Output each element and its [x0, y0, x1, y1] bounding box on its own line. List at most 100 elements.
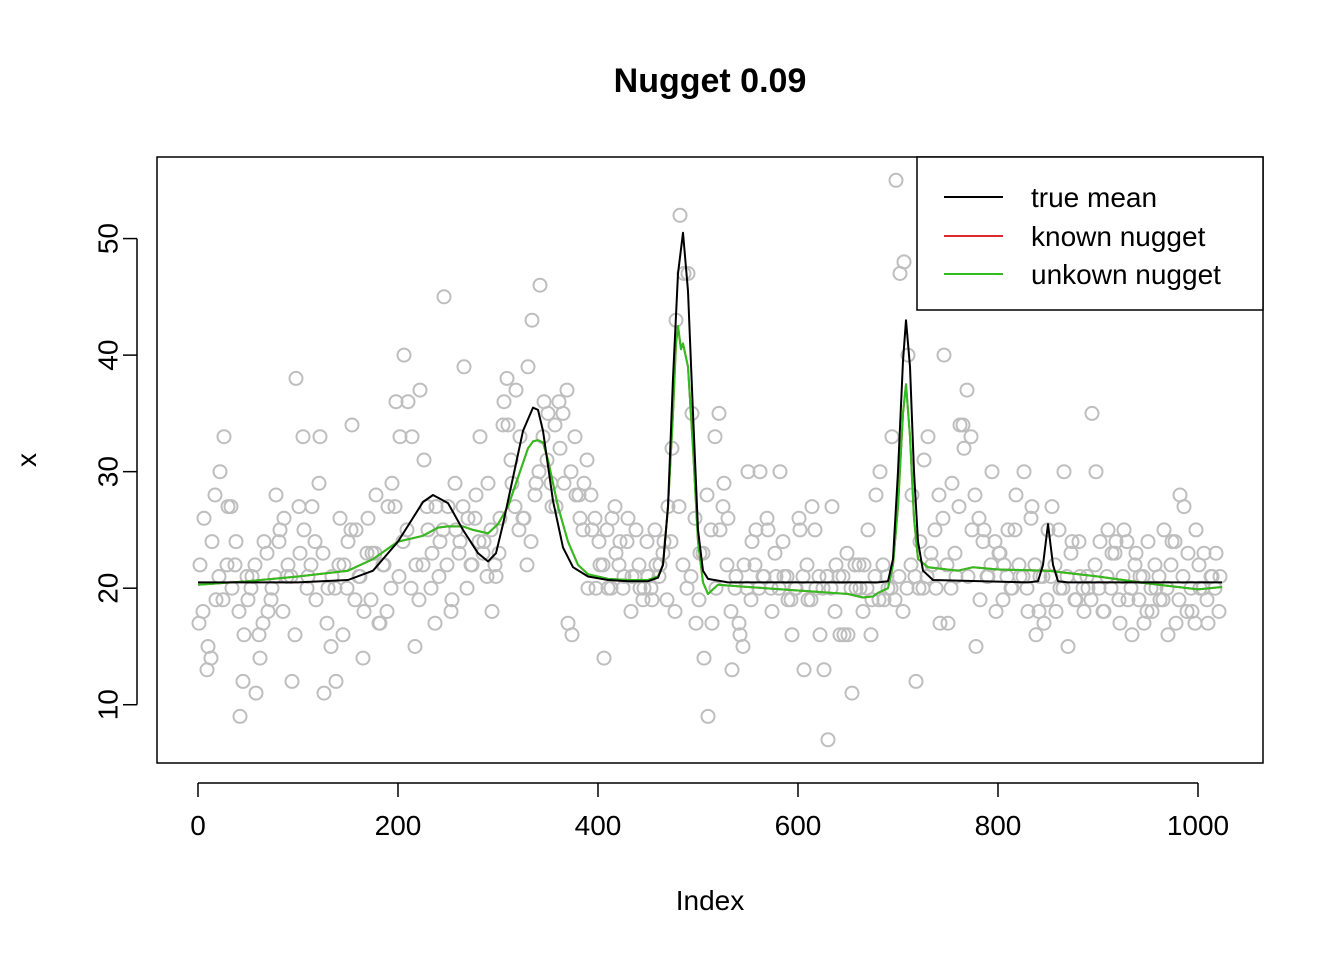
data-point	[271, 534, 287, 550]
data-point	[700, 708, 716, 724]
data-point	[884, 429, 900, 445]
data-point	[555, 405, 571, 421]
data-point	[784, 627, 800, 643]
data-point	[651, 569, 667, 584]
data-point	[612, 534, 628, 550]
data-point	[416, 452, 432, 468]
legend-label-known-nugget: known nugget	[1031, 221, 1206, 252]
data-point	[268, 487, 284, 503]
data-point	[235, 673, 251, 689]
data-point	[408, 557, 424, 573]
data-point	[1187, 615, 1203, 631]
data-point	[292, 545, 308, 561]
data-point	[371, 615, 387, 631]
data-point	[583, 487, 599, 503]
data-point	[628, 522, 644, 538]
data-point	[423, 580, 439, 596]
data-point	[491, 545, 507, 561]
data-point	[488, 569, 504, 584]
data-point	[1167, 534, 1183, 550]
data-point	[799, 557, 815, 573]
data-point	[1124, 627, 1140, 643]
data-point	[695, 545, 711, 561]
x-tick-label: 800	[975, 810, 1022, 841]
data-point	[1179, 604, 1195, 619]
data-point	[531, 464, 547, 480]
data-point	[1051, 522, 1067, 538]
data-point	[972, 592, 988, 608]
data-point	[1052, 580, 1068, 596]
data-point	[275, 604, 291, 619]
data-point	[1191, 557, 1207, 573]
data-point	[1076, 604, 1092, 619]
data-point	[952, 417, 968, 433]
data-point	[459, 580, 475, 596]
data-point	[927, 522, 943, 538]
data-point	[643, 580, 659, 596]
data-point	[451, 545, 467, 561]
data-point	[887, 592, 903, 608]
data-point	[1123, 580, 1139, 596]
data-point	[355, 650, 371, 666]
data-point	[644, 592, 660, 608]
data-point	[456, 359, 472, 375]
data-point	[303, 557, 319, 573]
data-point	[220, 499, 236, 515]
data-point	[868, 487, 884, 503]
data-point	[1024, 499, 1040, 515]
data-point	[631, 557, 647, 573]
data-point	[508, 382, 524, 398]
data-point	[343, 522, 359, 538]
data-point	[575, 522, 591, 538]
data-point	[967, 487, 983, 503]
data-point	[380, 499, 396, 515]
data-point	[424, 545, 440, 561]
x-tick-label: 600	[775, 810, 822, 841]
data-point	[800, 592, 816, 608]
data-point	[856, 557, 872, 573]
data-point	[444, 592, 460, 608]
x-axis: 0 200 400 600 800 1000	[190, 782, 1229, 841]
y-axis-label: x	[11, 453, 42, 467]
data-point	[1064, 534, 1080, 550]
data-point	[332, 510, 348, 526]
data-point	[255, 615, 271, 631]
data-point	[468, 487, 484, 503]
data-point	[263, 592, 279, 608]
data-point	[436, 289, 452, 305]
data-point	[431, 569, 447, 584]
data-point	[1088, 464, 1104, 480]
data-point	[500, 417, 516, 433]
data-point	[968, 639, 984, 654]
y-tick-label: 10	[93, 689, 124, 720]
data-point	[955, 417, 971, 433]
data-point	[984, 464, 1000, 480]
data-point	[863, 627, 879, 643]
data-point	[1151, 569, 1167, 584]
data-point	[1211, 604, 1227, 619]
data-point	[1135, 569, 1151, 584]
x-tick-label: 200	[375, 810, 422, 841]
data-point	[820, 732, 836, 748]
data-point	[1063, 545, 1079, 561]
data-point	[580, 580, 596, 596]
data-point	[1007, 522, 1023, 538]
data-point	[440, 499, 456, 515]
data-point	[579, 452, 595, 468]
data-point	[208, 592, 224, 608]
data-point	[943, 580, 959, 596]
data-point	[719, 557, 735, 573]
data-point	[492, 510, 508, 526]
data-point	[212, 464, 228, 480]
data-point	[475, 545, 491, 561]
data-point	[195, 604, 211, 619]
y-tick-label: 30	[93, 456, 124, 487]
data-point	[688, 615, 704, 631]
data-point	[315, 545, 331, 561]
series-line-true-mean	[198, 231, 1222, 584]
data-point	[307, 534, 323, 550]
series-lines	[197, 231, 1223, 599]
data-point	[827, 604, 843, 619]
data-point	[1027, 557, 1043, 573]
